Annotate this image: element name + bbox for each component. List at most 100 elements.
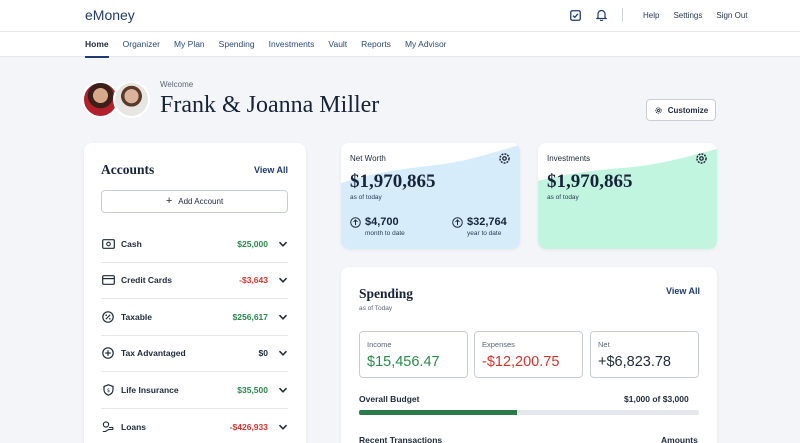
chevron-down-icon[interactable] bbox=[278, 312, 288, 322]
top-actions: Help Settings Sign Out bbox=[568, 8, 748, 22]
account-row-loans[interactable]: Loans -$426,933 bbox=[101, 409, 288, 443]
sign-out-link[interactable]: Sign Out bbox=[716, 10, 748, 20]
account-row-life-insurance[interactable]: $ Life Insurance $35,500 bbox=[101, 372, 288, 409]
nav-my-advisor[interactable]: My Advisor bbox=[404, 39, 447, 49]
percent-icon bbox=[101, 310, 115, 324]
account-row-taxable[interactable]: Taxable $256,617 bbox=[101, 299, 288, 336]
nav-spending[interactable]: Spending bbox=[218, 39, 255, 49]
arrow-up-circle-icon bbox=[350, 217, 361, 228]
income-value: $15,456.47 bbox=[367, 354, 440, 370]
spending-title: Spending bbox=[359, 286, 414, 301]
account-name: Credit Cards bbox=[121, 275, 173, 286]
credit-card-icon bbox=[101, 273, 115, 287]
plus-icon: + bbox=[165, 195, 173, 207]
account-value: -$3,643 bbox=[239, 275, 268, 286]
budget-progress-bar bbox=[359, 410, 699, 415]
expenses-box: Expenses -$12,200.75 bbox=[474, 331, 583, 378]
accounts-card: Accounts View All + Add Account Cash $25… bbox=[84, 143, 306, 443]
customize-button[interactable]: Customize bbox=[646, 99, 716, 121]
add-account-label: Add Account bbox=[178, 197, 224, 206]
account-row-cash[interactable]: Cash $25,000 bbox=[101, 226, 288, 263]
income-label: Income bbox=[367, 340, 392, 349]
account-row-credit-cards[interactable]: Credit Cards -$3,643 bbox=[101, 263, 288, 299]
gear-icon bbox=[655, 106, 662, 114]
account-row-tax-advantaged[interactable]: Tax Advantaged $0 bbox=[101, 336, 288, 372]
month-to-date-value: $4,700 bbox=[365, 216, 399, 228]
investments-value: $1,970,865 bbox=[547, 171, 633, 192]
nav-home[interactable]: Home bbox=[85, 32, 109, 58]
chevron-down-icon[interactable] bbox=[278, 348, 288, 358]
net-worth-card[interactable]: Net Worth $1,970,865 as of today $4,700 … bbox=[341, 143, 520, 249]
nav-reports[interactable]: Reports bbox=[361, 39, 391, 49]
expenses-value: -$12,200.75 bbox=[482, 354, 560, 370]
help-link[interactable]: Help bbox=[643, 10, 660, 20]
account-name: Cash bbox=[121, 238, 142, 249]
net-worth-label: Net Worth bbox=[350, 154, 386, 163]
net-box: Net +$6,823.78 bbox=[590, 331, 699, 378]
spending-as-of: as of Today bbox=[359, 305, 393, 312]
nav-my-plan[interactable]: My Plan bbox=[173, 39, 205, 49]
net-worth-wave bbox=[341, 145, 520, 249]
investments-label: Investments bbox=[547, 154, 591, 163]
year-to-date-value: $32,764 bbox=[467, 216, 507, 228]
chevron-down-icon[interactable] bbox=[278, 422, 288, 432]
plus-circle-icon bbox=[101, 346, 115, 360]
chevron-down-icon[interactable] bbox=[278, 385, 288, 395]
month-to-date-stat: $4,700 month to date bbox=[350, 216, 405, 237]
settings-link[interactable]: Settings bbox=[673, 10, 703, 20]
amounts-label: Amounts bbox=[661, 435, 698, 443]
accounts-view-all-link[interactable]: View All bbox=[254, 165, 289, 175]
account-name: Loans bbox=[121, 421, 147, 432]
account-value: $25,000 bbox=[237, 238, 268, 249]
chevron-down-icon[interactable] bbox=[278, 239, 288, 249]
account-value: $256,617 bbox=[232, 311, 268, 322]
recent-transactions-label: Recent Transactions bbox=[359, 435, 443, 443]
divider bbox=[622, 8, 623, 22]
overall-budget-label: Overall Budget bbox=[359, 394, 420, 404]
client-name: Frank & Joanna Miller bbox=[160, 92, 380, 118]
avatar-frank bbox=[113, 81, 150, 118]
net-worth-value: $1,970,865 bbox=[350, 171, 436, 192]
chevron-down-icon[interactable] bbox=[278, 275, 288, 285]
month-to-date-label: month to date bbox=[365, 230, 405, 237]
cash-icon bbox=[101, 237, 115, 251]
welcome-label: Welcome bbox=[160, 80, 194, 89]
net-value: +$6,823.78 bbox=[598, 354, 671, 370]
gear-icon[interactable] bbox=[498, 152, 511, 165]
account-value: $0 bbox=[258, 348, 268, 359]
budget-progress-fill bbox=[359, 410, 518, 415]
account-name: Tax Advantaged bbox=[121, 348, 186, 359]
emoney-logo[interactable]: eMoney bbox=[85, 7, 135, 23]
account-value: -$426,933 bbox=[229, 421, 268, 432]
loan-icon bbox=[101, 420, 115, 434]
year-to-date-label: year to date bbox=[467, 230, 502, 237]
nav-organizer[interactable]: Organizer bbox=[122, 39, 160, 49]
account-name: Life Insurance bbox=[121, 384, 179, 395]
expenses-label: Expenses bbox=[482, 340, 515, 349]
investments-as-of: as of today bbox=[547, 194, 579, 201]
gear-icon[interactable] bbox=[695, 152, 708, 165]
investments-wave bbox=[538, 149, 717, 249]
investments-card[interactable]: Investments $1,970,865 as of today bbox=[538, 143, 717, 249]
avatar-group bbox=[82, 81, 152, 118]
income-box: Income $15,456.47 bbox=[359, 331, 468, 378]
add-account-button[interactable]: + Add Account bbox=[101, 190, 288, 213]
spending-view-all-link[interactable]: View All bbox=[666, 286, 701, 296]
spending-card: Spending as of Today View All Income $15… bbox=[341, 267, 717, 443]
main-nav: Home Organizer My Plan Spending Investme… bbox=[0, 31, 800, 58]
overall-budget-value: $1,000 of $3,000 bbox=[624, 394, 689, 404]
nav-investments[interactable]: Investments bbox=[268, 39, 315, 49]
nav-vault[interactable]: Vault bbox=[328, 39, 348, 49]
checklist-icon[interactable] bbox=[568, 8, 582, 22]
svg-text:$: $ bbox=[106, 388, 109, 394]
account-value: $35,500 bbox=[237, 384, 268, 395]
bell-icon[interactable] bbox=[594, 8, 608, 22]
year-to-date-stat: $32,764 year to date bbox=[452, 216, 507, 237]
customize-label: Customize bbox=[667, 105, 709, 115]
top-bar: eMoney Help Settings Sign Out bbox=[0, 0, 800, 31]
account-name: Taxable bbox=[121, 311, 153, 322]
shield-icon: $ bbox=[101, 383, 115, 397]
net-label: Net bbox=[598, 340, 610, 349]
avatar-joanna bbox=[82, 81, 119, 118]
accounts-title: Accounts bbox=[101, 162, 155, 177]
